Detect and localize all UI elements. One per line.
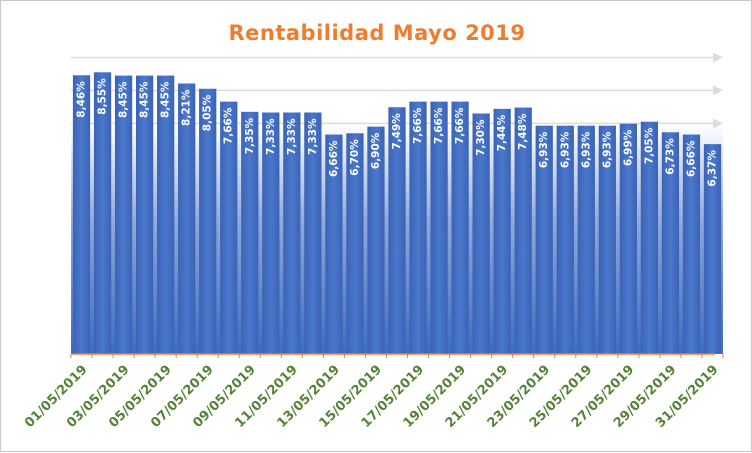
bar <box>514 107 532 354</box>
value-label: 8,45% <box>118 81 130 118</box>
value-label: 7,49% <box>391 113 403 150</box>
bar <box>409 101 427 354</box>
value-label: 8,45% <box>160 81 172 118</box>
bar <box>283 112 301 354</box>
bars: 8,46% 8,55% 8,45% 8,45% 8,45% 8,21% 8,05% 7,66%… <box>72 72 722 355</box>
bar <box>220 101 238 354</box>
value-label: 7,33% <box>307 118 319 155</box>
value-label: 8,05% <box>202 94 214 131</box>
bar <box>157 75 175 355</box>
value-label: 7,33% <box>265 118 277 155</box>
value-label: 7,66% <box>412 107 424 144</box>
bar <box>640 121 659 354</box>
value-label: 7,66% <box>223 107 235 144</box>
bar <box>472 113 490 354</box>
gridline-arrow-icon <box>713 52 723 63</box>
value-label: 6,99% <box>622 129 634 166</box>
value-label: 8,45% <box>139 81 151 118</box>
bar <box>619 123 637 354</box>
bar <box>682 134 701 354</box>
value-label: 7,33% <box>286 118 298 155</box>
value-label: 7,44% <box>496 114 508 151</box>
bar <box>598 125 616 354</box>
value-label: 7,05% <box>643 127 655 164</box>
value-label: 6,93% <box>559 131 571 168</box>
value-label: 6,70% <box>349 139 361 176</box>
bar <box>262 112 280 354</box>
bar <box>535 125 553 354</box>
bar <box>703 144 722 354</box>
bar <box>577 125 595 354</box>
gridline-arrow-icon <box>713 118 723 129</box>
value-label: 7,35% <box>244 117 256 154</box>
value-label: 7,30% <box>475 119 487 156</box>
x-axis <box>70 353 724 358</box>
bar <box>114 75 133 355</box>
bar <box>135 75 154 355</box>
bar <box>346 133 364 354</box>
value-label: 6,73% <box>664 138 676 175</box>
chart-title: Rentabilidad Mayo 2019 <box>228 21 526 45</box>
bar <box>72 75 91 355</box>
bar <box>556 125 574 354</box>
value-label: 6,93% <box>580 131 592 168</box>
bar <box>93 72 112 355</box>
bar <box>241 111 259 354</box>
gridline-arrow-icon <box>713 85 723 96</box>
x-tick-labels: 01/05/201903/05/201905/05/201907/05/2019… <box>22 362 721 430</box>
value-label: 8,46% <box>76 81 88 118</box>
bar <box>661 132 680 354</box>
value-label: 6,90% <box>370 132 382 169</box>
bar <box>178 83 196 354</box>
bar <box>430 101 448 354</box>
value-label: 6,66% <box>685 140 697 177</box>
value-label: 6,93% <box>601 131 613 168</box>
value-label: 7,66% <box>433 107 445 144</box>
value-label: 8,21% <box>181 89 193 126</box>
bar <box>367 126 385 355</box>
value-label: 6,93% <box>538 131 550 168</box>
bar <box>493 108 511 354</box>
value-label: 6,66% <box>328 140 340 177</box>
bar <box>325 134 343 354</box>
value-label: 8,55% <box>97 78 109 115</box>
value-label: 7,66% <box>454 107 466 144</box>
value-label: 6,37% <box>706 150 718 187</box>
bar <box>388 107 406 354</box>
bar <box>199 88 217 354</box>
bar <box>304 112 322 354</box>
bar <box>451 101 469 354</box>
value-label: 7,48% <box>517 113 529 150</box>
